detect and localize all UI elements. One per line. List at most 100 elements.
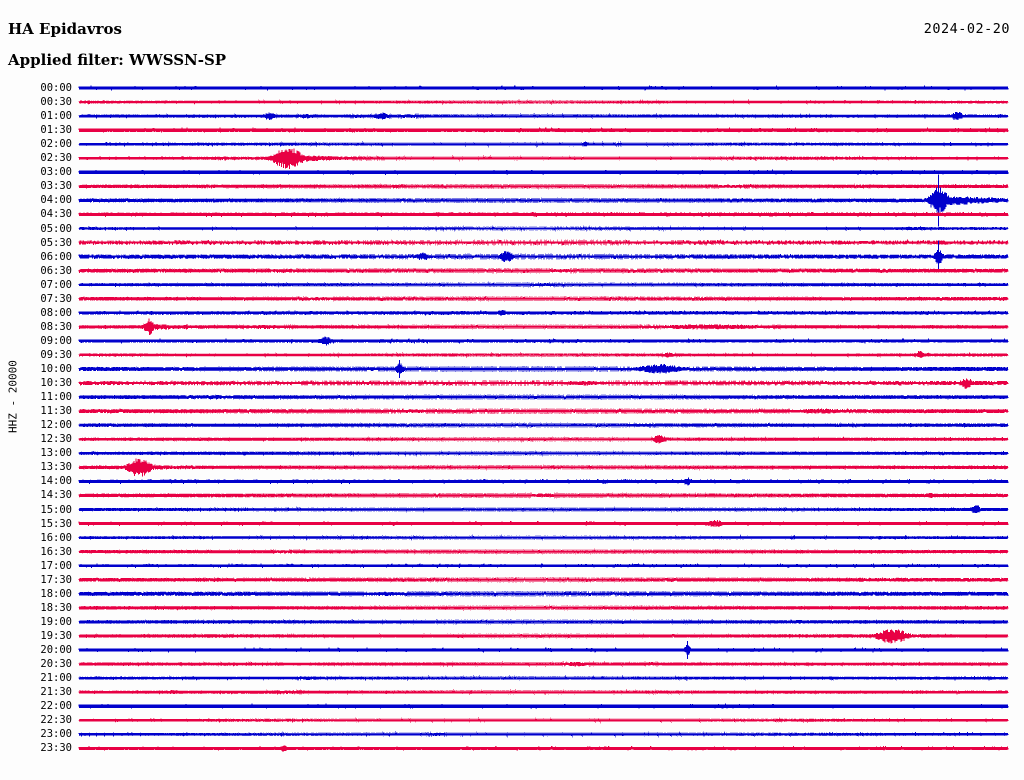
time-label-00-00: 00:00 [40,82,72,94]
time-label-01-00: 01:00 [40,110,72,123]
time-label-19-00: 19:00 [40,615,72,628]
trace-03-30 [78,183,1009,190]
time-label-16-30: 16:30 [40,545,72,558]
time-label-08-00: 08:00 [40,306,72,319]
trace-11-00 [78,393,1009,401]
date-label: 2024-02-20 [923,21,1010,37]
time-label-04-30: 04:30 [40,208,72,221]
trace-02-00 [78,140,1009,148]
trace-14-00 [78,477,1009,486]
trace-09-00 [78,336,1009,346]
time-label-11-00: 11:00 [40,391,72,404]
time-label-19-30: 19:30 [40,629,72,642]
trace-06-30 [78,267,1009,274]
time-label-02-30: 02:30 [40,152,72,165]
trace-00-00 [78,85,1009,91]
time-label-03-00: 03:00 [40,166,72,179]
time-label-07-30: 07:30 [40,292,72,305]
trace-01-00 [78,111,1009,121]
trace-02-30 [78,148,1009,169]
trace-15-30 [78,519,1009,527]
time-label-23-30: 23:30 [40,742,72,755]
trace-22-30 [78,717,1009,724]
time-label-07-00: 07:00 [40,278,72,291]
seismogram-plot: 00:00 00:30 01:00 01:30 02:00 02:30 03:00 03:30… [0,78,1024,778]
time-label-23-00: 23:00 [40,728,72,741]
time-label-13-00: 13:00 [40,447,72,460]
time-label-15-00: 15:00 [40,503,72,516]
time-label-18-30: 18:30 [40,601,72,614]
time-label-03-30: 03:30 [40,180,72,193]
time-label-05-30: 05:30 [40,236,72,249]
trace-05-30 [78,239,1009,246]
trace-11-30 [78,408,1009,415]
time-axis-labels: 00:00 00:30 01:00 01:30 02:00 02:30 03:00 03:30… [8,78,72,778]
trace-18-00 [78,590,1009,597]
time-label-06-30: 06:30 [40,264,72,277]
time-label-18-00: 18:00 [40,587,72,600]
time-label-10-00: 10:00 [40,363,72,375]
time-label-22-30: 22:30 [40,714,72,727]
trace-14-30 [78,492,1009,499]
time-label-09-00: 09:00 [40,334,72,347]
trace-07-30 [78,295,1009,302]
trace-19-00 [78,618,1009,626]
time-label-15-30: 15:30 [40,517,72,530]
trace-13-00 [78,450,1009,457]
trace-10-30 [78,378,1009,389]
time-label-10-30: 10:30 [40,377,72,390]
trace-12-00 [78,422,1009,429]
time-label-12-30: 12:30 [40,433,72,446]
time-label-11-30: 11:30 [40,405,72,418]
time-label-02-00: 02:00 [40,138,72,151]
trace-23-00 [78,730,1009,738]
trace-04-00 [78,187,1009,213]
time-label-13-30: 13:30 [40,461,72,474]
time-label-08-30: 08:30 [40,320,72,333]
time-label-17-30: 17:30 [40,573,72,586]
trace-09-30 [78,351,1009,359]
time-label-21-00: 21:00 [40,672,72,685]
trace-16-00 [78,534,1009,541]
trace-12-30 [78,435,1009,444]
trace-17-00 [78,563,1009,568]
time-label-04-00: 04:00 [40,194,72,207]
trace-18-30 [78,604,1009,612]
trace-19-30 [78,629,1009,644]
trace-22-00 [78,703,1009,709]
time-label-22-00: 22:00 [40,700,72,713]
trace-17-30 [78,576,1009,583]
trace-20-00 [78,644,1009,656]
time-label-14-00: 14:00 [40,475,72,488]
time-label-17-00: 17:00 [40,559,72,572]
trace-21-30 [78,688,1009,696]
trace-15-00 [78,505,1009,513]
trace-05-00 [78,225,1009,232]
trace-07-00 [78,281,1009,288]
time-label-20-30: 20:30 [40,658,72,671]
page-title: HA Epidavros [8,20,122,38]
time-label-14-30: 14:30 [40,489,72,502]
trace-canvas [0,78,1024,778]
trace-10-00 [78,363,1009,374]
trace-21-00 [78,674,1009,682]
trace-06-00 [78,250,1009,264]
trace-03-00 [78,169,1009,175]
time-label-20-00: 20:00 [40,644,72,656]
time-label-21-30: 21:30 [40,686,72,699]
trace-08-30 [78,318,1009,336]
time-label-16-00: 16:00 [40,531,72,544]
trace-01-30 [78,127,1009,133]
time-label-12-00: 12:00 [40,419,72,432]
trace-08-00 [78,310,1009,316]
time-label-06-00: 06:00 [40,250,72,263]
trace-13-30 [78,458,1009,477]
time-label-05-00: 05:00 [40,222,72,235]
trace-23-30 [78,745,1009,752]
trace-16-30 [78,548,1009,555]
trace-20-30 [78,660,1009,668]
time-label-01-30: 01:30 [40,124,72,137]
trace-00-30 [78,99,1009,106]
trace-04-30 [78,211,1009,218]
time-label-09-30: 09:30 [40,348,72,361]
